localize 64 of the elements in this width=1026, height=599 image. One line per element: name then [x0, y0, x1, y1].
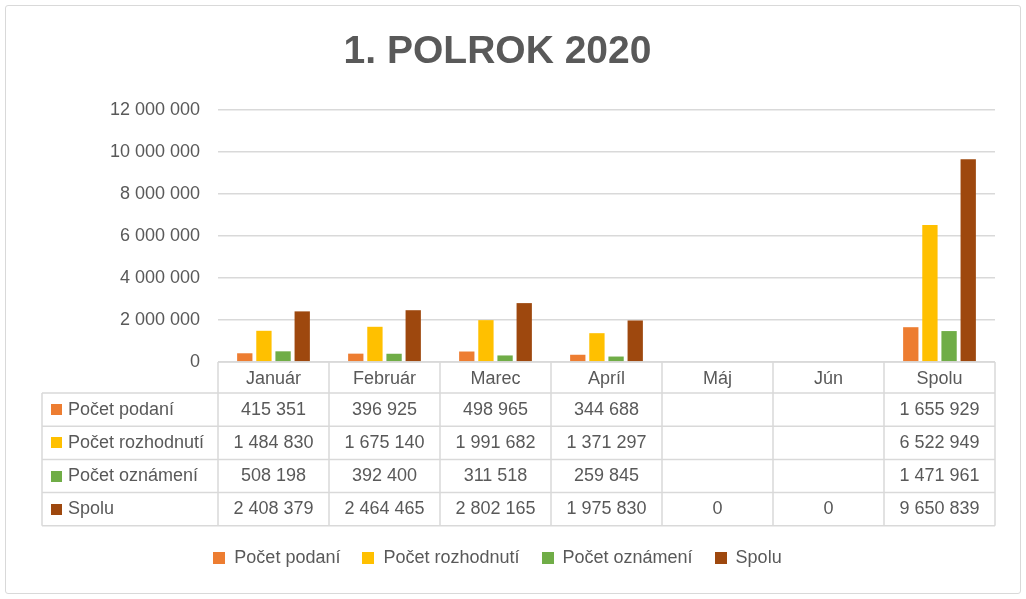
- data-label: 415 351: [240, 398, 307, 419]
- legend-label: Spolu: [735, 546, 782, 567]
- x-tick-label: Marec: [470, 367, 521, 388]
- bar: [459, 351, 475, 362]
- data-label: 498 965: [462, 398, 529, 419]
- bar: [570, 354, 586, 362]
- bar: [256, 330, 272, 362]
- bar: [275, 351, 291, 362]
- y-tick-label: 2 000 000: [119, 308, 200, 329]
- text: Počet rozhodnutí: [383, 546, 520, 567]
- bar: [497, 355, 513, 362]
- data-label: 6 522 949: [899, 431, 980, 452]
- legend-label: Počet oznámení: [68, 464, 199, 485]
- data-label: 1 991 682: [455, 431, 536, 452]
- bar: [478, 320, 494, 362]
- bar: [237, 353, 253, 362]
- y-tick-label: 8 000 000: [119, 182, 200, 203]
- x-tick-label: Máj: [702, 367, 733, 388]
- y-tick-label: 10 000 000: [109, 140, 200, 161]
- y-tick-label: 0: [189, 350, 200, 371]
- y-tick-label: 4 000 000: [119, 266, 200, 287]
- bar: [922, 224, 938, 362]
- text: Počet oznámení: [562, 546, 693, 567]
- data-label: 0: [823, 498, 834, 519]
- text: Spolu: [68, 498, 115, 519]
- bar: [386, 353, 402, 362]
- x-tick-label: Február: [352, 367, 417, 388]
- data-label: 0: [712, 498, 723, 519]
- legend-label: Počet rozhodnutí: [68, 431, 205, 452]
- data-label: 1 371 297: [566, 431, 647, 452]
- x-tick-label: Apríl: [587, 367, 626, 388]
- bar: [405, 310, 421, 362]
- x-tick-label: Január: [245, 367, 302, 388]
- data-label: 259 845: [573, 464, 640, 485]
- bar: [348, 353, 364, 362]
- bar: [941, 331, 957, 362]
- data-label: 2 408 379: [233, 498, 314, 519]
- text: Počet podaní: [234, 546, 341, 567]
- data-label: 9 650 839: [899, 498, 980, 519]
- data-label: 508 198: [240, 464, 307, 485]
- x-tick-label: Spolu: [916, 367, 963, 388]
- bar: [294, 311, 310, 362]
- bar: [903, 327, 919, 362]
- data-label: 1 675 140: [344, 431, 425, 452]
- legend-label: Počet podaní: [68, 398, 175, 419]
- data-label: 344 688: [573, 398, 640, 419]
- data-label: 2 464 465: [344, 498, 425, 519]
- data-label: 1 975 830: [566, 498, 647, 519]
- data-label: 1 471 961: [899, 464, 980, 485]
- bar: [367, 326, 383, 362]
- data-label: 2 802 165: [455, 498, 536, 519]
- bar: [627, 320, 643, 362]
- data-label: 1 484 830: [233, 431, 314, 452]
- data-label: 1 655 929: [899, 398, 980, 419]
- bar: [960, 159, 976, 362]
- bar: [516, 303, 532, 362]
- chart-title: 1. POLROK 2020: [343, 28, 652, 72]
- y-tick-label: 12 000 000: [109, 98, 200, 119]
- data-label: 396 925: [351, 398, 418, 419]
- bar: [589, 333, 605, 362]
- x-tick-label: Jún: [813, 367, 844, 388]
- y-tick-label: 6 000 000: [119, 224, 200, 245]
- data-label: 392 400: [351, 464, 418, 485]
- data-label: 311 518: [463, 464, 528, 485]
